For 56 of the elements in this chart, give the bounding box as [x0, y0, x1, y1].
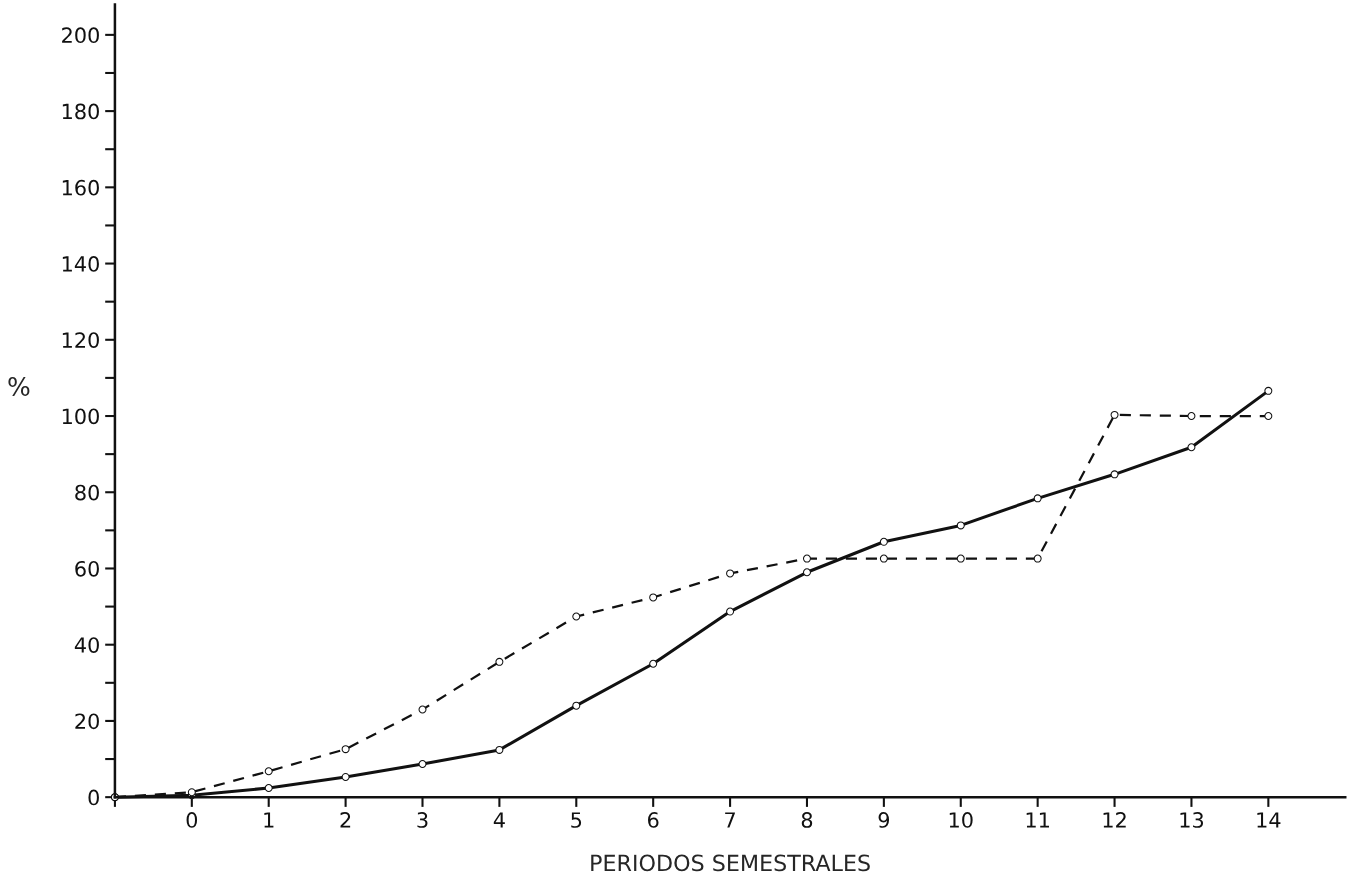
point: [956, 554, 965, 563]
point: [726, 607, 735, 616]
x-tick-label: 4: [493, 812, 505, 828]
point: [1110, 470, 1119, 479]
point: [418, 760, 427, 768]
point: [1110, 410, 1119, 419]
point: [264, 784, 273, 792]
x-tick-label: 8: [801, 812, 813, 828]
x-tick-label: 3: [417, 812, 428, 828]
point: [1033, 554, 1042, 563]
point: [495, 745, 504, 754]
point: [1187, 443, 1196, 452]
y-tick-label: 120: [62, 332, 99, 348]
y-tick-label: 200: [62, 27, 99, 44]
point: [1264, 412, 1273, 421]
point: [572, 701, 581, 710]
point: [341, 745, 350, 754]
y-tick-label: 140: [62, 256, 99, 272]
y-tick-label: 80: [75, 484, 99, 501]
point: [879, 537, 888, 546]
point: [802, 568, 811, 577]
point: [572, 612, 581, 621]
point: [1264, 386, 1273, 395]
point: [1033, 494, 1042, 503]
y-tick-label: 180: [62, 103, 99, 120]
x-tick-label: 6: [648, 812, 659, 828]
point: [418, 705, 427, 714]
point: [495, 657, 504, 666]
y-tick-label: 0: [88, 789, 99, 806]
x-tick-label: 10: [949, 812, 973, 828]
y-tick-label: 20: [75, 713, 99, 730]
y-tick-label: 100: [62, 408, 99, 425]
x-tick-label: 5: [571, 812, 582, 828]
x-tick-label: 0: [186, 812, 198, 828]
x-tick-label: 11: [1026, 812, 1049, 828]
y-tick-label: 40: [74, 637, 99, 653]
x-tick-label: 7: [725, 812, 735, 828]
x-tick-label: 2: [340, 812, 351, 828]
point: [341, 772, 350, 781]
x-tick-label: 1: [264, 812, 274, 828]
y-tick-label: 60: [75, 560, 99, 577]
y-axis-title: %: [8, 377, 30, 396]
point: [264, 767, 273, 776]
x-tick-label: 9: [878, 812, 890, 828]
point: [879, 554, 888, 563]
point: [726, 569, 735, 578]
x-tick-label: 14: [1257, 812, 1281, 828]
point: [649, 659, 658, 668]
x-tick-label: 12: [1103, 812, 1126, 828]
point: [1187, 412, 1196, 421]
point: [956, 521, 965, 530]
y-tick-label: 160: [62, 179, 99, 196]
x-axis-title: PERIODOS SEMESTRALES: [591, 854, 870, 872]
point: [649, 593, 658, 602]
point: [802, 554, 811, 563]
x-tick-label: 13: [1180, 812, 1204, 828]
